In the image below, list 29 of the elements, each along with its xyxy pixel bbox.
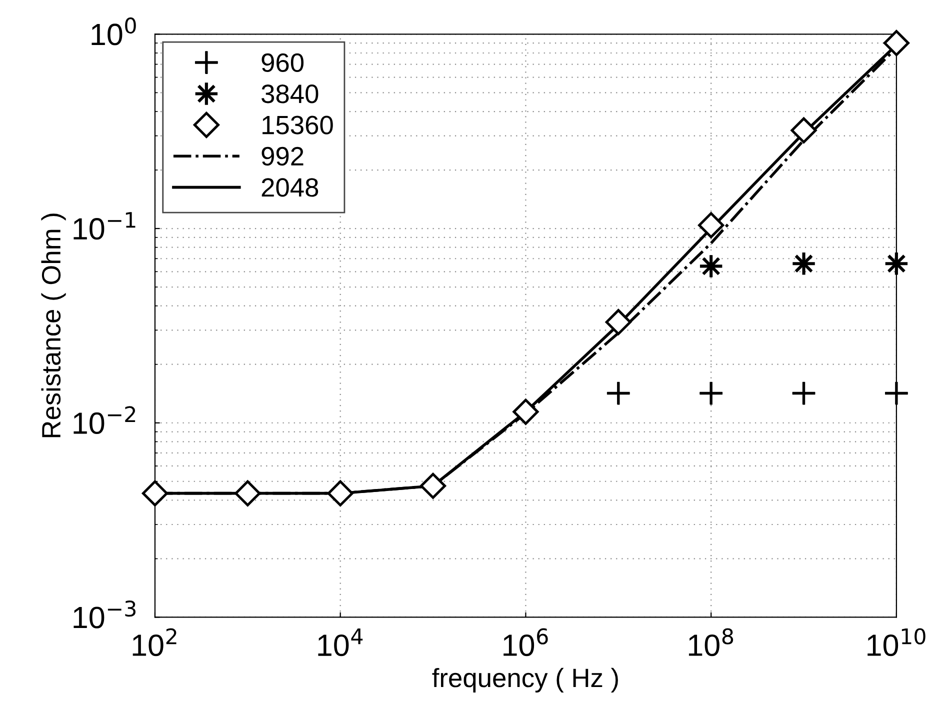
- y-tick-label: 10$^{−2}$: [74, 406, 136, 434]
- point: [142, 480, 168, 506]
- y-tick-label: 10$^{−3}$: [74, 600, 136, 628]
- point: [698, 212, 724, 238]
- point: [884, 382, 908, 405]
- legend-label: 992: [262, 146, 304, 166]
- point: [792, 382, 816, 405]
- legend-label: 3840: [262, 84, 318, 104]
- point: [327, 480, 354, 506]
- x-axis-title: frequency ( Hz ): [432, 668, 618, 693]
- x-tick-label: 10$^{10}$: [868, 628, 926, 656]
- legend-label: 15360: [262, 116, 333, 134]
- point: [883, 30, 910, 56]
- y-tick-label: 10$^{0}$: [92, 17, 136, 46]
- x-tick-label: 10$^{4}$: [318, 628, 363, 656]
- point: [790, 117, 817, 144]
- point: [606, 382, 630, 405]
- legend-label: 960: [262, 53, 304, 72]
- x-tick-label: 10$^{6}$: [504, 628, 548, 656]
- y-tick-label: 10$^{−1}$: [74, 212, 136, 240]
- point: [420, 472, 446, 499]
- point: [700, 382, 723, 405]
- point: [234, 480, 261, 506]
- legend-label: 2048: [262, 178, 318, 197]
- x-tick-label: 10$^{8}$: [688, 628, 734, 656]
- y-axis-title: Resistance ( Ohm ): [41, 214, 66, 438]
- point: [512, 398, 539, 425]
- point: [605, 309, 632, 336]
- x-tick-label: 10$^{2}$: [132, 628, 176, 656]
